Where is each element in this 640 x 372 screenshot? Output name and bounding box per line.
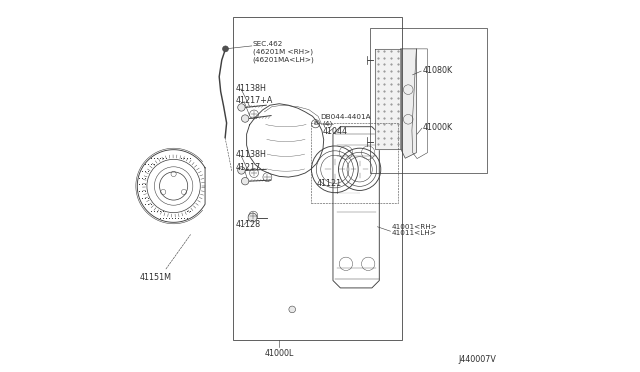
Text: J440007V: J440007V	[458, 355, 496, 364]
Text: 41000L: 41000L	[264, 349, 294, 358]
Text: DB044-4401A: DB044-4401A	[321, 114, 371, 120]
Text: 41138H: 41138H	[236, 150, 266, 159]
Circle shape	[237, 167, 245, 174]
Text: 41217+A: 41217+A	[236, 96, 273, 105]
Text: 41128: 41128	[236, 220, 260, 229]
Text: 41080K: 41080K	[423, 66, 453, 75]
Text: SEC.462: SEC.462	[253, 41, 283, 47]
Text: B: B	[314, 121, 317, 126]
Circle shape	[241, 115, 249, 122]
Text: (46201M <RH>): (46201M <RH>)	[253, 49, 312, 55]
Text: 41011<LH>: 41011<LH>	[392, 230, 436, 237]
Polygon shape	[401, 49, 417, 158]
Text: 41001<RH>: 41001<RH>	[392, 224, 438, 230]
Text: 41000K: 41000K	[423, 123, 453, 132]
Text: (4): (4)	[322, 121, 332, 127]
Circle shape	[248, 213, 257, 222]
Text: 41217: 41217	[236, 163, 260, 171]
Text: 41044: 41044	[322, 126, 348, 136]
Text: 41121: 41121	[316, 179, 341, 187]
Circle shape	[223, 46, 228, 52]
Circle shape	[289, 306, 296, 313]
Circle shape	[241, 177, 249, 185]
Text: 41151M: 41151M	[139, 273, 171, 282]
Text: 41138H: 41138H	[236, 84, 266, 93]
Text: (46201MA<LH>): (46201MA<LH>)	[253, 56, 314, 62]
Polygon shape	[375, 49, 401, 149]
Circle shape	[237, 104, 245, 111]
